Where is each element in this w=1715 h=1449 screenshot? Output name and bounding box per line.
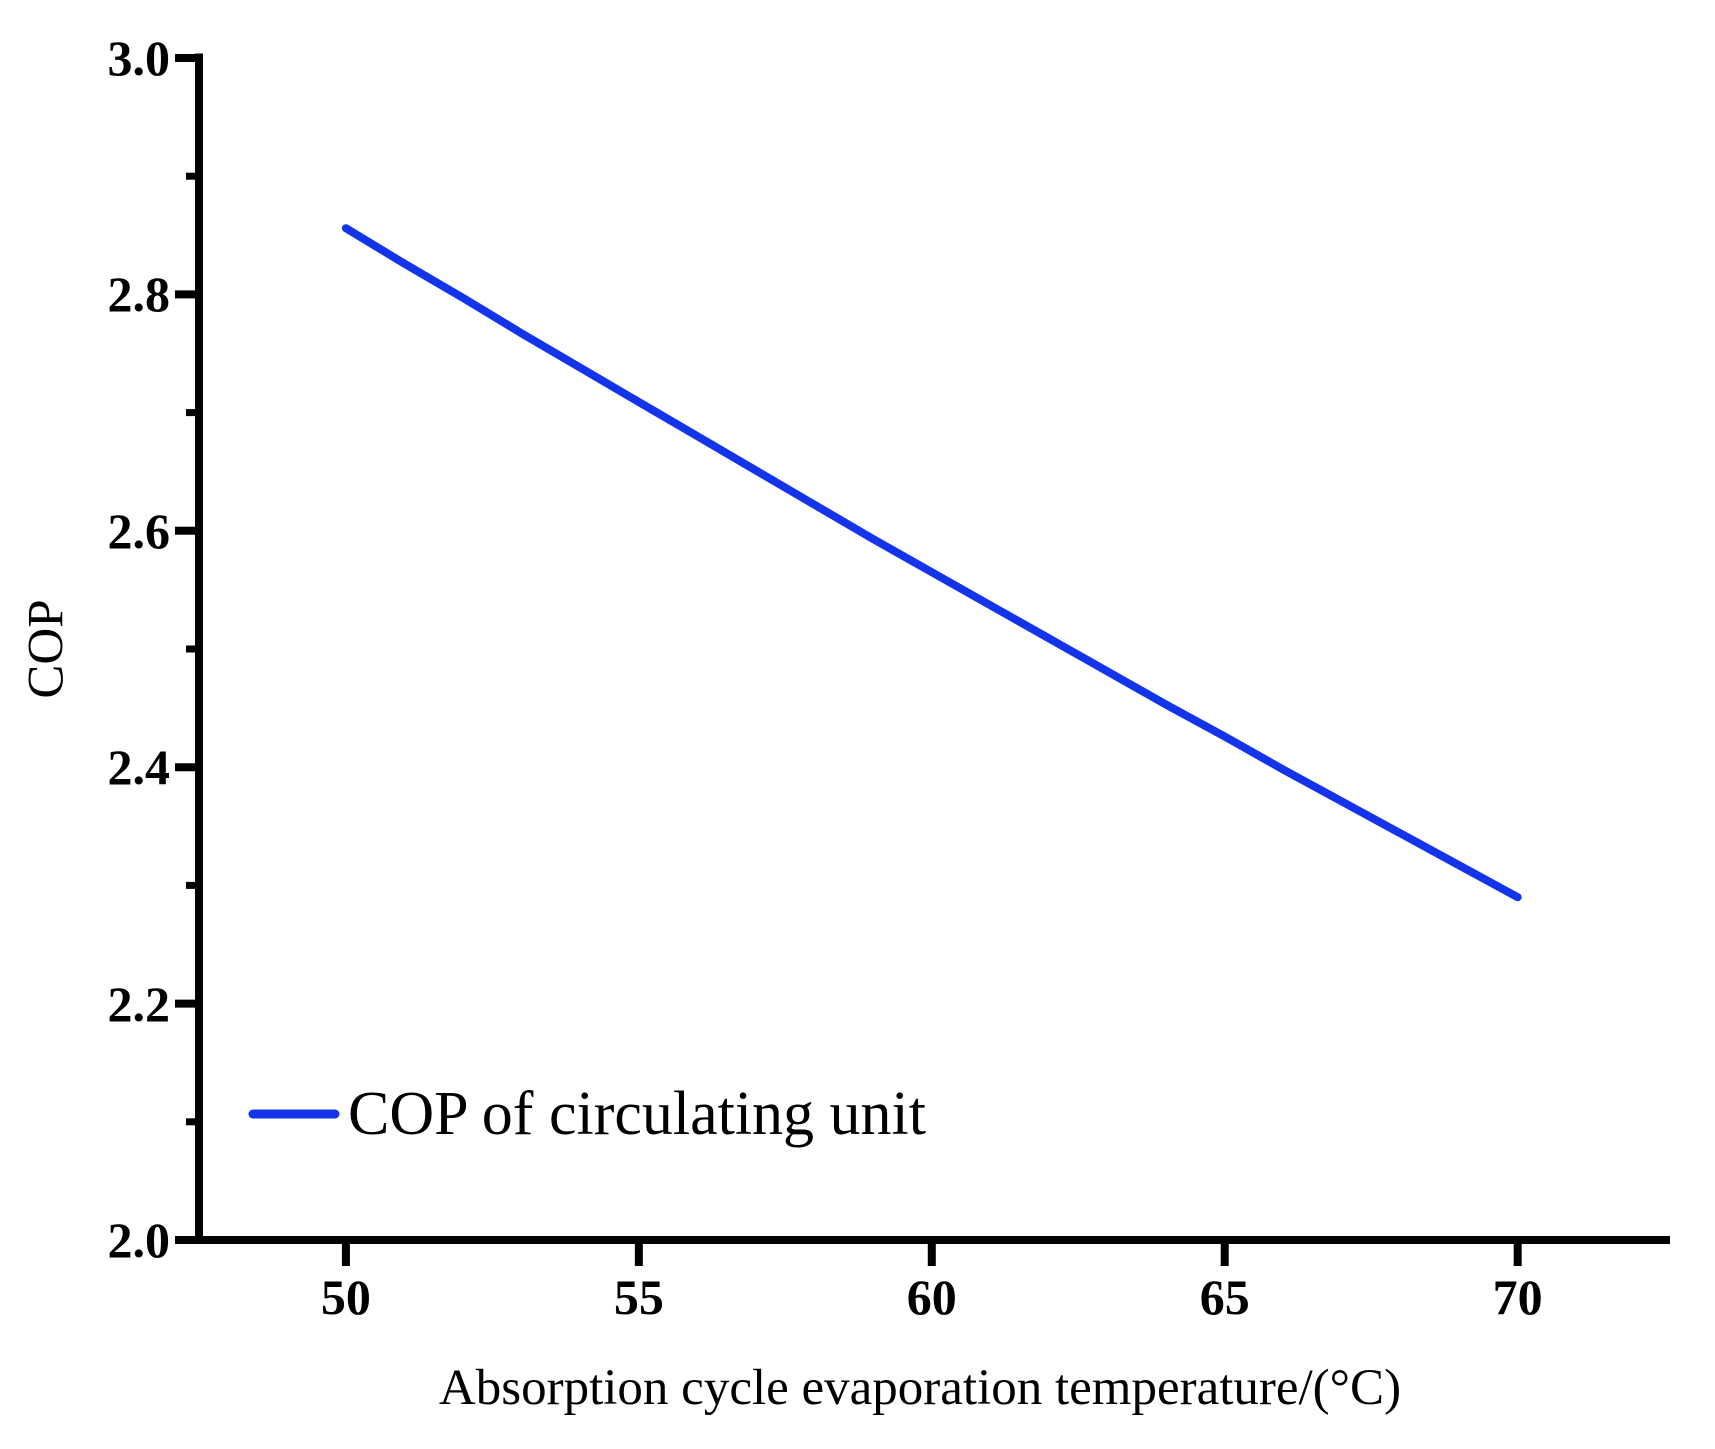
y-tick-label: 2.0 bbox=[107, 1212, 171, 1268]
axes bbox=[175, 53, 1670, 1244]
y-axis-major-ticks bbox=[175, 54, 199, 1244]
y-tick-label: 3.0 bbox=[107, 30, 171, 86]
x-tick-label: 65 bbox=[1199, 1269, 1250, 1325]
y-axis-minor-ticks bbox=[186, 172, 199, 1126]
y-tick-label: 2.6 bbox=[107, 502, 171, 559]
x-axis-title: Absorption cycle evaporation temperature… bbox=[438, 1359, 1402, 1416]
legend-line-sample bbox=[248, 1109, 340, 1119]
x-tick-label: 70 bbox=[1492, 1269, 1543, 1325]
cop-curve bbox=[341, 224, 1522, 902]
y-tick-label: 2.2 bbox=[107, 975, 171, 1032]
legend-label: COP of circulating unit bbox=[348, 1080, 927, 1148]
x-tick-label: 60 bbox=[906, 1269, 957, 1325]
y-tick-label: 2.8 bbox=[107, 266, 171, 323]
legend: COP of circulating unit bbox=[248, 1083, 926, 1145]
x-axis-major-ticks bbox=[341, 1240, 1522, 1266]
y-axis-title: COP bbox=[18, 599, 75, 699]
y-tick-label: 2.4 bbox=[107, 739, 171, 796]
x-tick-label: 55 bbox=[613, 1269, 664, 1325]
x-tick-label: 50 bbox=[320, 1269, 371, 1325]
